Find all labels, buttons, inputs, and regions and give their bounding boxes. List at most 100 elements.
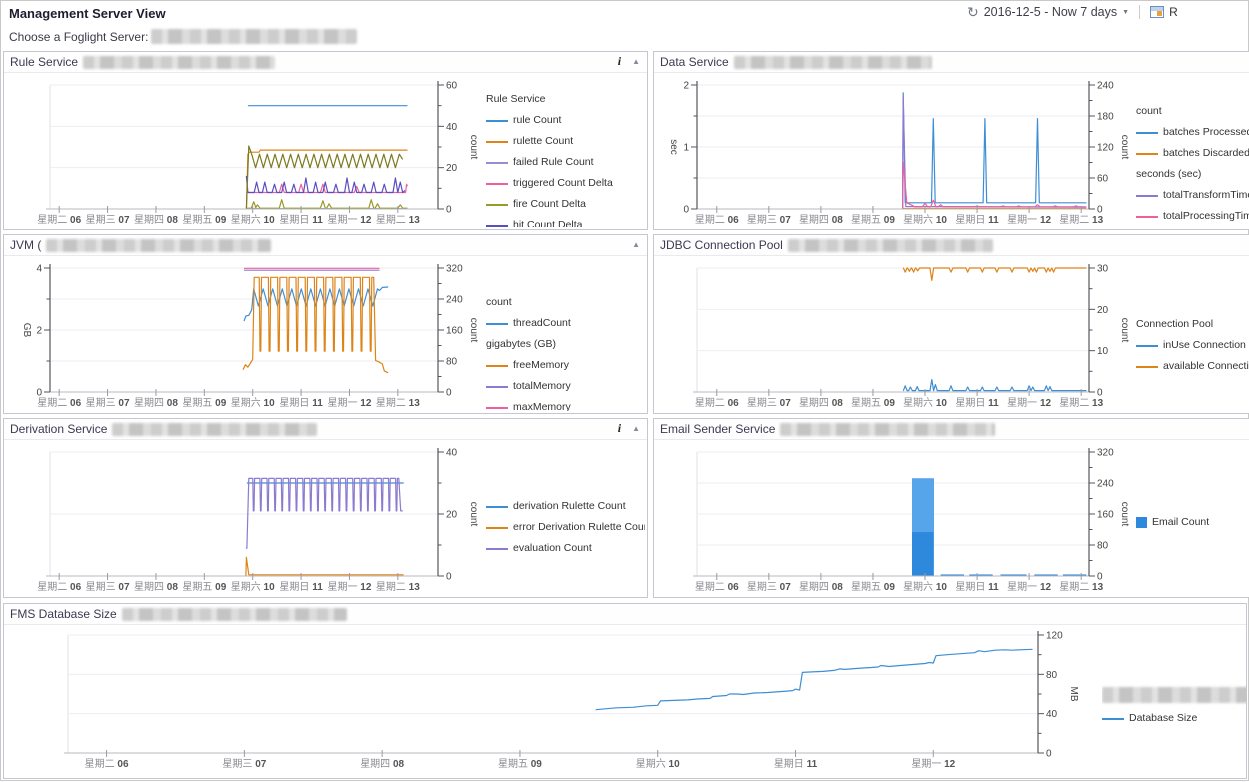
svg-text:星期六 10: 星期六 10 <box>636 758 680 770</box>
svg-text:星期三 07: 星期三 07 <box>222 758 266 770</box>
svg-text:星期二 06: 星期二 06 <box>37 397 81 409</box>
svg-text:count: count <box>468 502 479 527</box>
svg-text:星期五 09: 星期五 09 <box>851 214 895 226</box>
page-title: Management Server View <box>9 6 166 21</box>
svg-text:0: 0 <box>1097 205 1103 216</box>
legend-item: freeMemory <box>486 355 645 376</box>
svg-text:0: 0 <box>446 388 452 399</box>
svg-text:星期六 10: 星期六 10 <box>903 214 947 226</box>
panel-header[interactable]: JVM ( ▲ <box>4 235 647 256</box>
panel-header[interactable]: JDBC Connection Pool <box>654 235 1249 256</box>
reports-icon[interactable] <box>1150 6 1165 18</box>
legend-item: Email Count <box>1136 512 1249 533</box>
panel-rule-service: Rule Service i ▲ 星期二 06 星期三 07 星期四 08 星期五 0… <box>3 51 648 230</box>
server-chooser-label: Choose a Foglight Server: <box>9 30 149 44</box>
derivation-legend: derivation Rulette Count error Derivation… <box>486 440 645 595</box>
svg-text:星期三 07: 星期三 07 <box>747 397 791 409</box>
legend-item: derivation Rulette Count <box>486 496 645 517</box>
time-range-control[interactable]: 2016-12-5 - Now 7 days <box>983 5 1118 19</box>
panel-fms-database-size: FMS Database Size 星期二 06 星期三 07 星期四 08 星期五 … <box>3 603 1247 779</box>
panel-header[interactable]: Email Sender Service <box>654 419 1249 440</box>
server-chooser-dropdown[interactable] <box>151 29 357 44</box>
legend-swatch <box>1136 194 1158 197</box>
svg-text:星期日 11: 星期日 11 <box>279 397 323 409</box>
legend-swatch <box>486 119 508 122</box>
collapse-icon[interactable]: ▲ <box>632 424 640 433</box>
svg-text:320: 320 <box>1097 448 1114 459</box>
legend-swatch <box>486 322 508 325</box>
legend-label: totalTransformTime <box>1163 189 1249 201</box>
svg-text:星期日 11: 星期日 11 <box>774 758 818 770</box>
panel-title: JDBC Connection Pool <box>660 238 783 252</box>
svg-text:星期日 11: 星期日 11 <box>955 581 999 593</box>
jdbc-chart: 星期二 06 星期三 07 星期四 08 星期五 09 星期六 10 星期日 11 星期一 … <box>656 258 1134 414</box>
svg-text:80: 80 <box>1097 541 1109 552</box>
svg-text:星期三 07: 星期三 07 <box>86 397 130 409</box>
collapse-icon[interactable]: ▲ <box>632 240 640 249</box>
svg-text:MB: MB <box>1068 687 1079 702</box>
collapse-icon[interactable]: ▲ <box>632 57 640 66</box>
svg-text:星期一 12: 星期一 12 <box>328 214 372 226</box>
header-toolbar: ↻ 2016-12-5 - Now 7 days ▼ R <box>967 5 1178 19</box>
svg-text:星期四 08: 星期四 08 <box>360 758 404 770</box>
panel-header[interactable]: Data Service <box>654 52 1249 73</box>
legend-item: available Connection Count <box>1136 356 1249 377</box>
refresh-icon[interactable]: ↻ <box>967 4 979 20</box>
legend-label: derivation Rulette Count <box>513 500 626 512</box>
redacted-server-name <box>780 422 996 436</box>
chart-svg: 星期二 06 星期三 07 星期四 08 星期五 09 星期六 10 星期日 11 星期一 … <box>37 448 479 594</box>
panel-header[interactable]: FMS Database Size <box>4 604 1246 625</box>
svg-text:0: 0 <box>446 205 452 216</box>
legend-swatch <box>1136 517 1147 528</box>
svg-text:星期三 07: 星期三 07 <box>747 581 791 593</box>
chevron-down-icon[interactable]: ▼ <box>1122 8 1130 16</box>
rule-service-legend: Rule Service rule Count rulette Count faile… <box>486 73 645 227</box>
svg-text:星期六 10: 星期六 10 <box>231 214 275 226</box>
derivation-chart: 星期二 06 星期三 07 星期四 08 星期五 09 星期六 10 星期日 11 星期一 … <box>6 442 484 598</box>
legend-swatch <box>486 203 508 206</box>
rule-service-chart: 星期二 06 星期三 07 星期四 08 星期五 09 星期六 10 星期日 11 星期一 … <box>6 75 484 231</box>
svg-text:星期日 11: 星期日 11 <box>279 214 323 226</box>
legend-group-header: Rule Service <box>486 93 546 105</box>
chart-svg: 星期二 06 星期三 07 星期四 08 星期五 09 星期六 10 星期日 11 星期一 … <box>64 631 1079 770</box>
chart-svg: 星期二 06 星期三 07 星期四 08 星期五 09 星期六 10 星期日 11 星期一 … <box>693 448 1130 593</box>
legend-item: totalTransformTime <box>1136 185 1249 206</box>
legend-group-header: Connection Pool <box>1136 318 1214 330</box>
legend-label: batches Discarded <box>1163 147 1249 159</box>
svg-text:星期一 12: 星期一 12 <box>1007 581 1051 593</box>
svg-text:0: 0 <box>36 388 42 399</box>
legend-swatch <box>486 182 508 185</box>
legend-swatch <box>486 224 508 227</box>
info-icon[interactable]: i <box>617 54 622 68</box>
legend-item: maxMemory <box>486 397 645 411</box>
svg-text:240: 240 <box>1097 81 1114 92</box>
svg-text:星期一 12: 星期一 12 <box>1007 397 1051 409</box>
svg-text:20: 20 <box>446 510 458 521</box>
legend-group-header: count <box>486 296 512 308</box>
chart-svg: 星期二 06 星期三 07 星期四 08 星期五 09 星期六 10 星期日 11 星期一 … <box>37 81 479 227</box>
panel-header[interactable]: Derivation Service i ▲ <box>4 419 647 440</box>
svg-text:星期四 08: 星期四 08 <box>799 581 843 593</box>
legend-label: maxMemory <box>513 401 571 411</box>
panel-header[interactable]: Rule Service i ▲ <box>4 52 647 73</box>
legend-swatch <box>486 385 508 388</box>
legend-swatch <box>1136 215 1158 218</box>
svg-text:星期五 09: 星期五 09 <box>182 214 226 226</box>
legend-label: inUse Connection Count <box>1163 339 1249 351</box>
svg-text:20: 20 <box>446 163 458 174</box>
legend-label: triggered Count Delta <box>513 177 613 189</box>
legend-swatch <box>486 161 508 164</box>
svg-text:count: count <box>1119 318 1130 343</box>
svg-text:120: 120 <box>1046 631 1063 642</box>
svg-text:星期一 12: 星期一 12 <box>328 581 372 593</box>
svg-text:count: count <box>1119 502 1130 527</box>
svg-text:2: 2 <box>36 326 42 337</box>
legend-item: totalProcessingTime <box>1136 206 1249 227</box>
panel-title: Data Service <box>660 55 729 69</box>
svg-text:40: 40 <box>1046 709 1058 720</box>
svg-text:星期五 09: 星期五 09 <box>851 397 895 409</box>
reports-label[interactable]: R <box>1169 5 1178 19</box>
info-icon[interactable]: i <box>617 421 622 435</box>
svg-text:星期四 08: 星期四 08 <box>134 397 178 409</box>
svg-text:80: 80 <box>446 357 458 368</box>
